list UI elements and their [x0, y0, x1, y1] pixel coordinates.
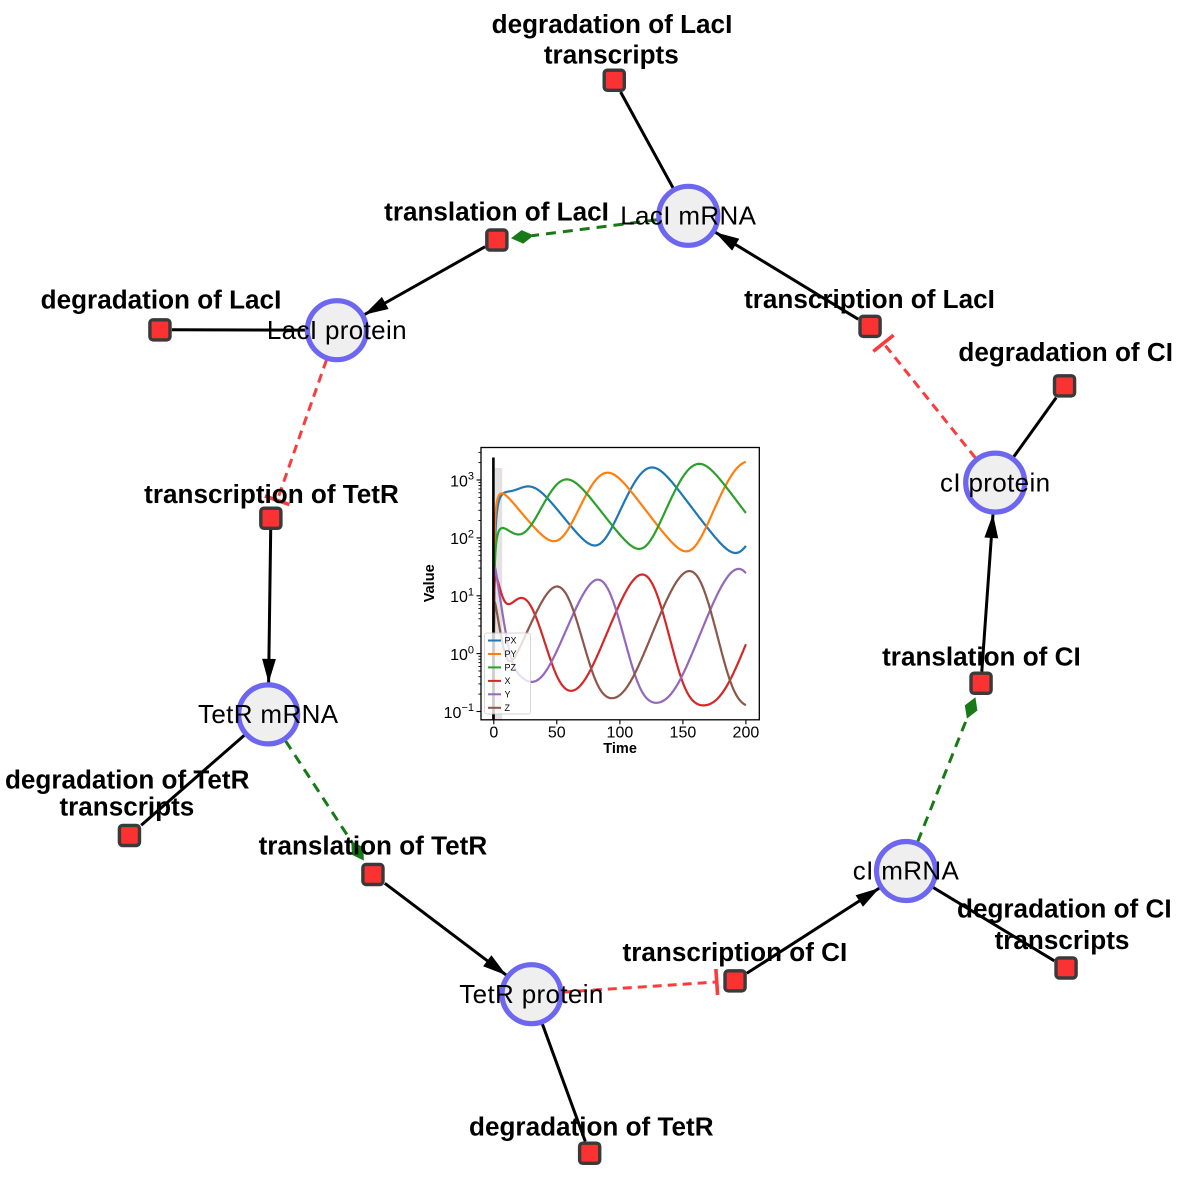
svg-text:X: X: [505, 676, 511, 686]
svg-text:102: 102: [450, 529, 474, 549]
svg-text:150: 150: [670, 724, 697, 741]
svg-text:transcription of LacI: transcription of LacI: [744, 284, 995, 314]
svg-text:degradation of TetR: degradation of TetR: [469, 1112, 714, 1142]
svg-text:degradation of CI: degradation of CI: [958, 337, 1173, 367]
svg-text:LacI protein: LacI protein: [267, 315, 407, 345]
svg-text:transcripts: transcripts: [59, 792, 194, 822]
svg-text:Z: Z: [505, 703, 511, 713]
svg-text:transcripts: transcripts: [995, 925, 1130, 955]
svg-text:Value: Value: [422, 564, 438, 602]
svg-text:0: 0: [489, 724, 498, 741]
svg-text:transcription of TetR: transcription of TetR: [144, 479, 399, 509]
svg-text:Time: Time: [603, 741, 637, 757]
svg-text:transcripts: transcripts: [544, 40, 679, 70]
svg-text:degradation of TetR: degradation of TetR: [5, 765, 250, 795]
svg-text:LacI mRNA: LacI mRNA: [620, 201, 756, 231]
svg-text:100: 100: [607, 724, 634, 741]
svg-text:translation of TetR: translation of TetR: [259, 830, 488, 860]
svg-text:cI protein: cI protein: [940, 467, 1050, 497]
svg-text:200: 200: [733, 724, 760, 741]
svg-text:degradation of LacI: degradation of LacI: [492, 9, 733, 39]
svg-text:translation of CI: translation of CI: [882, 642, 1081, 672]
svg-text:degradation of CI: degradation of CI: [957, 893, 1172, 923]
svg-text:101: 101: [450, 586, 474, 606]
svg-text:TetR mRNA: TetR mRNA: [198, 699, 339, 729]
svg-text:PX: PX: [505, 636, 517, 646]
svg-text:PZ: PZ: [505, 663, 517, 673]
svg-text:degradation of LacI: degradation of LacI: [41, 284, 282, 314]
svg-text:PY: PY: [505, 649, 517, 659]
svg-text:103: 103: [450, 471, 474, 491]
svg-text:Y: Y: [505, 690, 511, 700]
svg-text:cI mRNA: cI mRNA: [853, 856, 960, 886]
svg-text:100: 100: [450, 644, 474, 664]
svg-text:TetR protein: TetR protein: [459, 979, 603, 1009]
svg-text:translation of LacI: translation of LacI: [384, 197, 609, 227]
svg-text:50: 50: [548, 724, 566, 741]
svg-text:transcription of CI: transcription of CI: [623, 937, 848, 967]
svg-text:10−1: 10−1: [444, 702, 474, 722]
